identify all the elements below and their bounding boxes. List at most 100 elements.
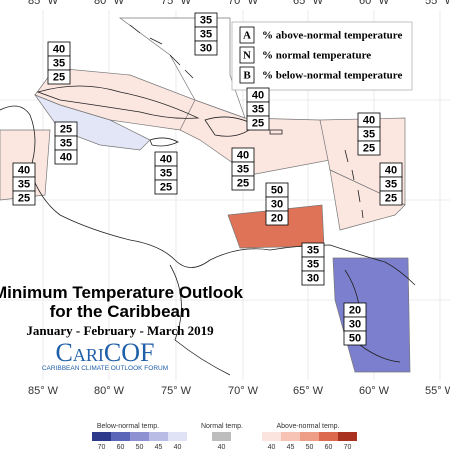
colorbar-tick-label: 45 <box>155 444 163 450</box>
logo-tagline: CARIBBEAN CLIMATE OUTLOOK FORUM <box>42 365 168 372</box>
coast-cuba <box>36 85 200 119</box>
lon-label: 80° W <box>94 0 125 7</box>
probability-value: 35 <box>385 178 397 190</box>
probability-cell <box>379 190 403 206</box>
probability-cell <box>301 270 325 286</box>
lon-label: 75° W <box>161 0 192 7</box>
legend-key: A <box>243 30 251 42</box>
lon-label: 85° W <box>28 385 59 397</box>
probability-cell <box>47 69 71 85</box>
legend-frame <box>231 21 413 91</box>
lon-label: 70° W <box>228 0 259 7</box>
colorbar-swatch <box>149 432 168 441</box>
lon-label: 60° W <box>359 0 390 7</box>
lon-labels-top: 85° W 80° W 75° W 70° W 65° W 60° W 55° W <box>28 0 450 7</box>
probability-boxes: 40 35 25 35 35 30 40 35 25 40 35 25 25 35 40 40 35 25 40 35… <box>12 12 403 346</box>
coast-puerto-rico <box>269 129 283 135</box>
probability-value: 40 <box>252 89 264 101</box>
probability-value: 40 <box>237 149 249 161</box>
colorbar-swatch <box>212 432 231 441</box>
probability-cell <box>357 140 381 156</box>
colorbar: Below-normal temp. 70 60 50 45 40 Normal temp.… <box>92 423 357 450</box>
probability-value: 25 <box>252 117 264 129</box>
probability-value: 35 <box>53 57 65 69</box>
probability-value: 20 <box>271 212 283 224</box>
legend-label: % above-normal temperature <box>262 30 402 42</box>
probability-cell <box>231 175 255 191</box>
probability-value: 20 <box>349 304 361 316</box>
lon-label: 85° W <box>28 0 59 7</box>
lon-label: 80° W <box>94 385 125 397</box>
probability-value: 25 <box>18 192 30 204</box>
legend-label: % below-normal temperature <box>262 70 402 82</box>
colorbar-swatch <box>92 432 111 441</box>
colorbar-group-label: Normal temp. <box>201 423 243 430</box>
lon-label: 70° W <box>228 385 259 397</box>
probability-value: 40 <box>385 164 397 176</box>
legend-key: B <box>243 70 251 82</box>
probability-value: 35 <box>307 258 319 270</box>
colorbar-tick-label: 60 <box>325 444 333 450</box>
colorbar-swatch <box>300 432 319 441</box>
lon-labels-bottom: 85° W 80° W 75° W 70° W 65° W 60° W 55° W <box>28 385 450 397</box>
colorbar-swatch <box>262 432 281 441</box>
lon-label: 60° W <box>359 385 390 397</box>
probability-value: 50 <box>349 332 361 344</box>
probability-cell <box>54 149 78 165</box>
colorbar-group-label: Above-normal temp. <box>276 423 339 430</box>
probability-value: 35 <box>237 163 249 175</box>
lon-label: 75° W <box>161 385 192 397</box>
probability-value: 30 <box>200 42 212 54</box>
probability-cell <box>246 115 270 131</box>
coast-colombia <box>169 264 231 376</box>
lon-label: 65° W <box>293 0 324 7</box>
probability-value: 35 <box>200 28 212 40</box>
lon-label: 65° W <box>293 385 324 397</box>
coastlines <box>0 24 416 376</box>
probability-value: 40 <box>160 153 172 165</box>
legend-key-box <box>239 66 255 84</box>
probability-value: 25 <box>60 123 72 135</box>
probability-value: 35 <box>307 244 319 256</box>
probability-value: 25 <box>363 142 375 154</box>
legend-key-box <box>239 26 255 44</box>
colorbar-tick-label: 70 <box>344 444 352 450</box>
legend-label: % normal temperature <box>262 50 371 62</box>
colorbar-swatch <box>130 432 149 441</box>
colorbar-tick-label: 50 <box>306 444 314 450</box>
probability-value: 25 <box>160 181 172 193</box>
colorbar-group-label: Below-normal temp. <box>97 423 159 430</box>
colorbar-swatch <box>319 432 338 441</box>
coast-jamaica <box>149 137 179 147</box>
legend: A % above-normal temperature N % normal tem… <box>231 21 413 91</box>
probability-value: 30 <box>271 198 283 210</box>
probability-value: 35 <box>60 137 72 149</box>
legend-key-box <box>239 46 255 64</box>
colorbar-tick-label: 40 <box>174 444 182 450</box>
lon-label: 55° W <box>425 385 450 397</box>
probability-value: 40 <box>60 151 72 163</box>
colorbar-tick-label: 60 <box>117 444 125 450</box>
probability-value: 30 <box>349 318 361 330</box>
probability-value: 35 <box>200 14 212 26</box>
probability-value: 25 <box>385 192 397 204</box>
colorbar-swatch <box>111 432 130 441</box>
probability-value: 30 <box>307 272 319 284</box>
probability-value: 40 <box>363 114 375 126</box>
probability-cell <box>12 190 36 206</box>
legend-key: N <box>243 50 251 62</box>
coast-bahamas <box>129 24 194 79</box>
probability-cell <box>265 210 289 226</box>
probability-value: 25 <box>53 71 65 83</box>
probability-cell <box>194 40 218 56</box>
probability-value: 40 <box>53 43 65 55</box>
colorbar-tick-label: 70 <box>98 444 106 450</box>
probability-cell <box>343 330 367 346</box>
probability-value: 40 <box>18 164 30 176</box>
probability-value: 25 <box>237 177 249 189</box>
probability-value: 35 <box>160 167 172 179</box>
period: January - February - March 2019 <box>26 323 214 338</box>
colorbar-swatch <box>338 432 357 441</box>
colorbar-tick-label: 40 <box>268 444 276 450</box>
colorbar-tick-label: 40 <box>218 444 226 450</box>
